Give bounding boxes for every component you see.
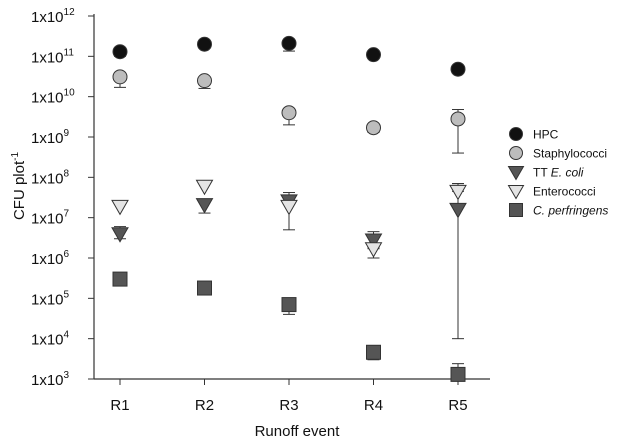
- x-tick-label: R4: [364, 397, 383, 414]
- data-point: [280, 199, 298, 216]
- legend-marker: [509, 146, 523, 160]
- x-tick-label: R5: [448, 397, 467, 414]
- legend-label: HPC: [533, 128, 559, 142]
- y-axis-title-superscript: -1: [10, 152, 21, 161]
- y-tick-label: 1x108: [31, 168, 70, 187]
- x-tick-label: R2: [195, 397, 214, 414]
- x-tick-label: R1: [110, 397, 129, 414]
- data-point: [366, 344, 381, 360]
- data-point: [112, 271, 128, 287]
- y-axis-title: CFU plot-1: [10, 152, 28, 221]
- y-axis-ticks: 1x103 1x104 1x105 1x106 1x107 1x108 1x109 1x101…: [31, 7, 94, 389]
- data-point: [111, 227, 129, 243]
- y-tick-label: 1x105: [31, 289, 70, 308]
- data-point: [449, 202, 467, 219]
- axes: [93, 14, 490, 380]
- y-tick-label: 1x1012: [31, 7, 75, 26]
- data-point: [197, 36, 212, 52]
- legend-label: Staphylococci: [533, 147, 607, 161]
- y-tick-label: 1x109: [31, 128, 70, 147]
- y-axis-title-text: CFU plot: [11, 160, 28, 220]
- data-point: [364, 242, 383, 258]
- data-point: [197, 73, 212, 89]
- data-point: [366, 47, 381, 63]
- data-point: [449, 184, 467, 201]
- y-tick-label: 1x1011: [31, 47, 74, 66]
- data-point: [366, 120, 381, 136]
- legend-marker: [509, 127, 523, 141]
- x-axis-title: Runoff event: [255, 423, 341, 440]
- x-axis-ticks: R1 R2 R3 R4 R5: [110, 379, 468, 414]
- data-points: [111, 35, 467, 382]
- x-tick-label: R3: [279, 397, 298, 414]
- y-tick-label: 1x1010: [31, 88, 75, 107]
- data-point: [450, 61, 466, 77]
- y-tick-label: 1x103: [31, 370, 70, 389]
- legend-marker: [509, 203, 523, 217]
- data-point: [111, 199, 129, 216]
- data-point: [364, 233, 383, 249]
- y-tick-label: 1x106: [31, 249, 70, 268]
- legend-marker: [507, 166, 525, 181]
- legend-label: TT E. coli: [533, 166, 584, 180]
- legend-marker: [507, 185, 525, 200]
- data-point: [281, 105, 297, 121]
- data-point: [197, 280, 212, 296]
- y-tick-label: 1x104: [31, 330, 70, 349]
- legend-label: C. perfringens: [533, 204, 608, 218]
- data-point: [195, 179, 214, 196]
- data-point: [195, 198, 214, 214]
- data-point: [112, 44, 128, 60]
- data-point: [281, 35, 297, 51]
- data-point: [112, 69, 128, 85]
- data-point: [450, 366, 466, 382]
- y-tick-label: 1x107: [31, 209, 70, 228]
- data-point: [450, 111, 466, 127]
- legend-label: Enterococci: [533, 185, 596, 199]
- legend: HPC Staphylococci TT E. coli Enterococci C. …: [507, 127, 608, 218]
- data-point: [281, 297, 297, 313]
